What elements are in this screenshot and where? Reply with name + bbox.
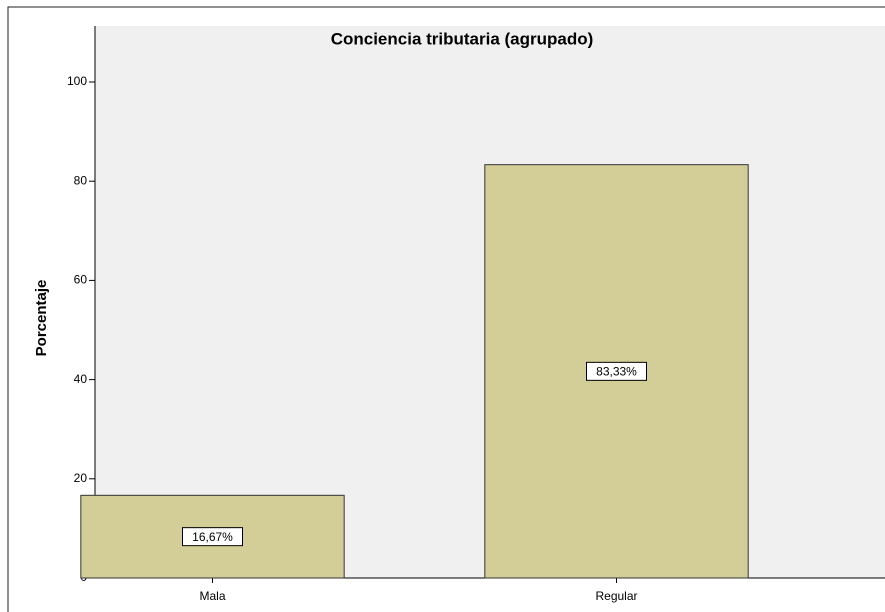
value-label-box: [586, 361, 647, 381]
x-tick-label: Regular: [595, 589, 637, 603]
y-tick-label: 20: [74, 471, 88, 485]
value-label: 83,33%: [596, 365, 637, 379]
y-tick-label: 40: [74, 372, 88, 386]
value-label-box: [182, 527, 243, 547]
y-tick-label: 60: [74, 273, 88, 287]
x-tick-label: Mala: [199, 589, 225, 603]
value-label: 16,67%: [192, 530, 233, 544]
y-axis-label: Porcentaje: [33, 280, 50, 357]
y-tick-label: 100: [67, 74, 87, 88]
y-tick-label: 80: [74, 173, 88, 187]
chart-title: Conciencia tributaria (agrupado): [331, 29, 594, 48]
